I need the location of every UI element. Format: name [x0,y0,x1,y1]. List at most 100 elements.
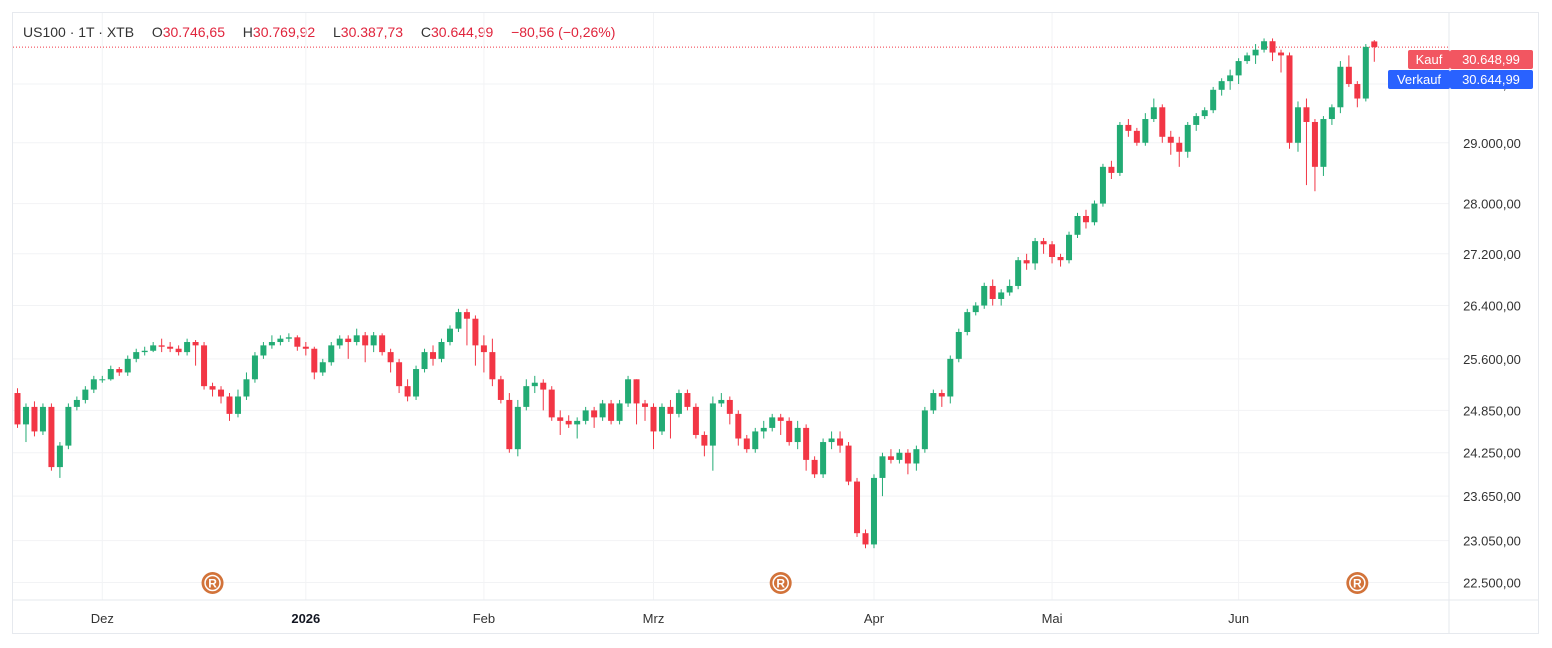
candle[interactable] [1159,104,1166,143]
candle[interactable] [116,367,123,376]
candle[interactable] [158,338,165,353]
candle[interactable] [345,335,352,359]
candle[interactable] [701,431,708,457]
candle[interactable] [243,372,250,400]
candle[interactable] [446,325,453,346]
time-axis[interactable]: Dez 2026 Feb Mrz Apr Mai Jun [91,611,1249,626]
candle[interactable] [251,352,258,383]
candle[interactable] [1015,256,1022,290]
candle[interactable] [998,289,1005,306]
candle[interactable] [675,389,682,418]
candle[interactable] [684,389,691,411]
candle[interactable] [39,403,46,435]
candle[interactable] [769,413,776,432]
candle[interactable] [421,348,428,373]
candle[interactable] [972,302,979,316]
candle[interactable] [837,431,844,453]
candle[interactable] [1286,52,1293,149]
candle[interactable] [277,335,284,346]
candle[interactable] [404,379,411,402]
candle[interactable] [989,279,996,306]
candle[interactable] [294,335,301,351]
candle[interactable] [107,365,114,381]
candle[interactable] [336,335,343,349]
candle[interactable] [1218,78,1225,96]
candle[interactable] [497,375,504,404]
candle[interactable] [328,342,335,366]
candle[interactable] [582,406,589,425]
candle[interactable] [1049,241,1056,264]
candle[interactable] [709,396,716,471]
candle[interactable] [1252,44,1259,64]
candle[interactable] [480,335,487,373]
candle[interactable] [201,342,208,390]
candle[interactable] [370,331,377,353]
candle[interactable] [192,340,199,366]
candle[interactable] [1006,279,1013,296]
candle[interactable] [1278,49,1285,73]
symbol-name[interactable]: US100 [23,24,66,40]
candle[interactable] [379,333,386,356]
candle[interactable] [1294,101,1301,152]
candle[interactable] [514,399,521,457]
candle[interactable] [540,379,547,411]
candle[interactable] [964,308,971,336]
candle[interactable] [803,424,810,471]
candle[interactable] [1125,119,1132,137]
candle[interactable] [591,406,598,428]
candle[interactable] [777,413,784,435]
candle[interactable] [1142,113,1149,146]
candle[interactable] [141,346,148,356]
candle[interactable] [820,438,827,478]
candle[interactable] [557,410,564,435]
candle[interactable] [472,315,479,366]
candle[interactable] [930,389,937,414]
interval-label[interactable]: 1T [78,24,95,40]
candle[interactable] [981,282,988,309]
candle[interactable] [167,342,174,353]
candle[interactable] [14,388,21,428]
candle[interactable] [523,379,530,411]
candle[interactable] [1116,121,1123,176]
candle[interactable] [1269,38,1276,62]
candle[interactable] [692,403,699,439]
candle[interactable] [1108,160,1115,179]
candle[interactable] [548,386,555,421]
candle[interactable] [1184,121,1191,158]
candle[interactable] [319,358,326,376]
candle[interactable] [794,420,801,450]
dividend-marker-icon[interactable]: R [201,572,224,594]
candle[interactable] [90,375,97,394]
candle[interactable] [455,308,462,332]
candle[interactable] [1320,116,1327,176]
candle[interactable] [1066,231,1073,264]
candle[interactable] [854,477,861,537]
candle[interactable] [1193,113,1200,131]
candle[interactable] [387,348,394,373]
candle[interactable] [887,449,894,464]
candle[interactable] [947,355,954,404]
candle[interactable] [56,442,63,478]
candle[interactable] [650,403,657,450]
candle[interactable] [1235,58,1242,85]
candle[interactable] [938,389,945,407]
candle[interactable] [31,401,38,437]
candle[interactable] [667,399,674,439]
candle[interactable] [760,420,767,439]
candle[interactable] [184,338,191,356]
candle[interactable] [955,328,962,363]
candle[interactable] [828,431,835,450]
candle[interactable] [489,338,496,387]
candle[interactable] [413,365,420,400]
candle[interactable] [1371,40,1378,62]
candle[interactable] [633,379,640,425]
candle[interactable] [1167,130,1174,155]
candle[interactable] [362,331,369,363]
candle[interactable] [608,399,615,425]
candle[interactable] [616,399,623,425]
candle[interactable] [904,449,911,475]
candle[interactable] [285,333,292,343]
candle[interactable] [226,393,233,421]
